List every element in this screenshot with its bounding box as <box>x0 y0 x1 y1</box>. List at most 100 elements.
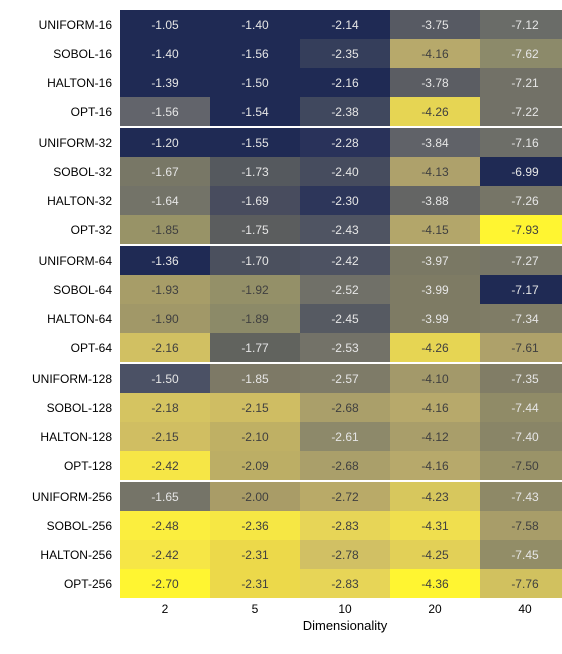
heatmap-cell: -3.78 <box>390 68 480 97</box>
heatmap-cell: -1.55 <box>210 128 300 157</box>
heatmap-cell: -7.58 <box>480 511 562 540</box>
heatmap-row: HALTON-64-1.90-1.89-2.45-3.99-7.34 <box>10 304 562 333</box>
heatmap-table: UNIFORM-16-1.05-1.40-2.14-3.75-7.12SOBOL… <box>10 10 562 633</box>
heatmap-row: UNIFORM-128-1.50-1.85-2.57-4.10-7.35 <box>10 364 562 393</box>
heatmap-cell: -7.21 <box>480 68 562 97</box>
heatmap-cell: -7.43 <box>480 482 562 511</box>
heatmap-row: SOBOL-16-1.40-1.56-2.35-4.16-7.62 <box>10 39 562 68</box>
heatmap-cell: -2.00 <box>210 482 300 511</box>
heatmap-cell: -7.22 <box>480 97 562 126</box>
heatmap-cell: -7.62 <box>480 39 562 68</box>
row-label: SOBOL-16 <box>10 39 120 68</box>
heatmap-row: OPT-32-1.85-1.75-2.43-4.15-7.93 <box>10 215 562 244</box>
row-label: SOBOL-32 <box>10 157 120 186</box>
x-axis: 25102040 <box>10 602 562 616</box>
heatmap-row: UNIFORM-16-1.05-1.40-2.14-3.75-7.12 <box>10 10 562 39</box>
row-label: HALTON-256 <box>10 540 120 569</box>
row-label: SOBOL-64 <box>10 275 120 304</box>
heatmap-cell: -2.36 <box>210 511 300 540</box>
heatmap-cell: -1.67 <box>120 157 210 186</box>
heatmap-cell: -2.83 <box>300 569 390 598</box>
heatmap-cell: -7.61 <box>480 333 562 362</box>
heatmap-row: SOBOL-128-2.18-2.15-2.68-4.16-7.44 <box>10 393 562 422</box>
row-label: UNIFORM-64 <box>10 246 120 275</box>
heatmap-cell: -4.13 <box>390 157 480 186</box>
heatmap-row: SOBOL-32-1.67-1.73-2.40-4.13-6.99 <box>10 157 562 186</box>
heatmap-cell: -4.25 <box>390 540 480 569</box>
heatmap-row: OPT-256-2.70-2.31-2.83-4.36-7.76 <box>10 569 562 598</box>
heatmap-cell: -1.39 <box>120 68 210 97</box>
heatmap-cell: -1.54 <box>210 97 300 126</box>
x-tick: 10 <box>300 602 390 616</box>
heatmap-cell: -6.99 <box>480 157 562 186</box>
x-axis-label: Dimensionality <box>120 618 562 633</box>
heatmap-cell: -1.89 <box>210 304 300 333</box>
heatmap-cell: -7.50 <box>480 451 562 480</box>
heatmap-row: HALTON-128-2.15-2.10-2.61-4.12-7.40 <box>10 422 562 451</box>
heatmap-row: OPT-16-1.56-1.54-2.38-4.26-7.22 <box>10 97 562 126</box>
heatmap-row: OPT-128-2.42-2.09-2.68-4.16-7.50 <box>10 451 562 480</box>
row-label: UNIFORM-16 <box>10 10 120 39</box>
heatmap-cell: -2.83 <box>300 511 390 540</box>
row-label: OPT-256 <box>10 569 120 598</box>
heatmap-cell: -7.40 <box>480 422 562 451</box>
heatmap-cell: -1.65 <box>120 482 210 511</box>
heatmap-cell: -4.16 <box>390 451 480 480</box>
heatmap-cell: -1.56 <box>120 97 210 126</box>
heatmap-cell: -1.40 <box>120 39 210 68</box>
heatmap-cell: -1.69 <box>210 186 300 215</box>
heatmap-cell: -2.70 <box>120 569 210 598</box>
heatmap-cell: -4.26 <box>390 97 480 126</box>
heatmap-cell: -7.16 <box>480 128 562 157</box>
heatmap-cell: -7.17 <box>480 275 562 304</box>
heatmap-cell: -4.23 <box>390 482 480 511</box>
row-label: HALTON-64 <box>10 304 120 333</box>
heatmap-cell: -7.27 <box>480 246 562 275</box>
heatmap-cell: -2.10 <box>210 422 300 451</box>
row-label: HALTON-16 <box>10 68 120 97</box>
heatmap-cell: -1.50 <box>120 364 210 393</box>
row-label: OPT-128 <box>10 451 120 480</box>
row-label: OPT-64 <box>10 333 120 362</box>
heatmap-cell: -4.16 <box>390 39 480 68</box>
heatmap-cell: -2.42 <box>300 246 390 275</box>
heatmap-cell: -1.77 <box>210 333 300 362</box>
heatmap-cell: -3.99 <box>390 304 480 333</box>
heatmap-cell: -7.12 <box>480 10 562 39</box>
row-label: SOBOL-256 <box>10 511 120 540</box>
row-label: HALTON-32 <box>10 186 120 215</box>
heatmap-cell: -2.48 <box>120 511 210 540</box>
heatmap-row: HALTON-16-1.39-1.50-2.16-3.78-7.21 <box>10 68 562 97</box>
heatmap-cell: -1.85 <box>210 364 300 393</box>
heatmap-cell: -2.45 <box>300 304 390 333</box>
heatmap-cell: -2.42 <box>120 451 210 480</box>
heatmap-cell: -3.97 <box>390 246 480 275</box>
heatmap-cell: -3.99 <box>390 275 480 304</box>
row-label: UNIFORM-256 <box>10 482 120 511</box>
x-tick: 5 <box>210 602 300 616</box>
heatmap-cell: -2.38 <box>300 97 390 126</box>
heatmap-cell: -1.93 <box>120 275 210 304</box>
row-label: UNIFORM-128 <box>10 364 120 393</box>
row-label: UNIFORM-32 <box>10 128 120 157</box>
row-label: SOBOL-128 <box>10 393 120 422</box>
heatmap-cell: -1.36 <box>120 246 210 275</box>
heatmap-cell: -4.16 <box>390 393 480 422</box>
heatmap-cell: -7.93 <box>480 215 562 244</box>
heatmap-cell: -2.30 <box>300 186 390 215</box>
heatmap-cell: -4.36 <box>390 569 480 598</box>
heatmap-cell: -2.78 <box>300 540 390 569</box>
heatmap-row: UNIFORM-32-1.20-1.55-2.28-3.84-7.16 <box>10 128 562 157</box>
heatmap-cell: -7.76 <box>480 569 562 598</box>
heatmap-cell: -2.31 <box>210 569 300 598</box>
heatmap-cell: -1.73 <box>210 157 300 186</box>
heatmap-cell: -2.68 <box>300 451 390 480</box>
heatmap-cell: -1.92 <box>210 275 300 304</box>
heatmap-cell: -1.40 <box>210 10 300 39</box>
heatmap-cell: -2.53 <box>300 333 390 362</box>
heatmap-cell: -4.31 <box>390 511 480 540</box>
heatmap-cell: -2.61 <box>300 422 390 451</box>
heatmap-cell: -2.15 <box>120 422 210 451</box>
heatmap-cell: -1.70 <box>210 246 300 275</box>
heatmap-cell: -2.68 <box>300 393 390 422</box>
